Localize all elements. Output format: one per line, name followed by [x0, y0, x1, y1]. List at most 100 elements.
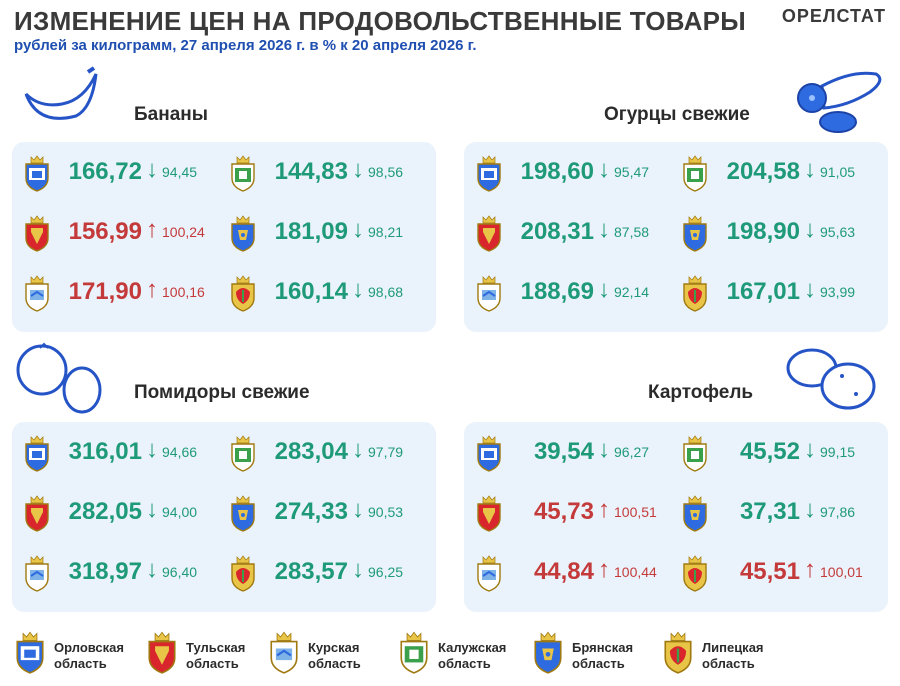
kursk-coat-of-arms-icon [266, 630, 302, 674]
percent-change: 97,79 [368, 444, 404, 460]
lipetsk-coat-of-arms-icon [680, 274, 710, 312]
price-value: 204,58 [726, 158, 800, 185]
price-cell-bryansk: 274,33 ↓ 90,53 [228, 492, 434, 534]
price-value: 167,01 [726, 278, 800, 305]
kaluga-coat-of-arms-icon [680, 154, 710, 192]
bryansk-coat-of-arms-icon [228, 214, 258, 252]
percent-change: 100,51 [614, 504, 657, 520]
percent-change: 96,40 [162, 564, 198, 580]
price-value: 188,69 [520, 278, 594, 305]
price-value: 160,14 [274, 278, 348, 305]
bryansk-coat-of-arms-icon [680, 214, 710, 252]
kaluga-coat-of-arms-icon [228, 154, 258, 192]
percent-change: 93,99 [820, 284, 856, 300]
price-value: 156,99 [68, 218, 142, 245]
price-value: 282,05 [68, 498, 142, 525]
price-cell-lipetsk: 167,01 ↓ 93,99 [680, 272, 886, 314]
percent-change: 100,24 [162, 224, 205, 240]
arrow-up-icon: ↑ [598, 496, 610, 523]
price-cell-kaluga: 144,83 ↓ 98,56 [228, 152, 434, 194]
percent-change: 87,58 [614, 224, 650, 240]
price-cell-tula: 45,73 ↑ 100,51 [474, 492, 680, 534]
orel-coat-of-arms-icon [22, 434, 52, 472]
arrow-down-icon: ↓ [352, 436, 364, 463]
legend-label: Тульская область [186, 640, 246, 671]
price-cell-bryansk: 37,31 ↓ 97,86 [680, 492, 886, 534]
price-cell-kursk: 171,90 ↑ 100,16 [22, 272, 228, 314]
percent-change: 96,25 [368, 564, 404, 580]
percent-change: 95,63 [820, 224, 856, 240]
price-value: 45,51 [739, 558, 800, 585]
lipetsk-coat-of-arms-icon [680, 554, 710, 592]
arrow-up-icon: ↑ [146, 216, 158, 243]
percent-change: 96,27 [614, 444, 650, 460]
legend: Орловская область Тульская область Курская… [0, 614, 900, 686]
price-cell-orel: 316,01 ↓ 94,66 [22, 432, 228, 474]
price-value: 37,31 [739, 498, 800, 525]
product-title-tomatoes: Помидоры свежие [134, 382, 310, 403]
percent-change: 100,01 [820, 564, 863, 580]
arrow-down-icon: ↓ [804, 216, 816, 243]
lipetsk-coat-of-arms-icon [228, 274, 258, 312]
price-cell-bryansk: 198,90 ↓ 95,63 [680, 212, 886, 254]
bryansk-coat-of-arms-icon [530, 630, 566, 674]
legend-label: Брянская область [572, 640, 634, 671]
price-value: 166,72 [68, 158, 142, 185]
arrow-down-icon: ↓ [804, 436, 816, 463]
legend-label: Орловская область [54, 640, 124, 671]
banana-icon [24, 66, 98, 120]
price-cell-kaluga: 204,58 ↓ 91,05 [680, 152, 886, 194]
price-cell-orel: 198,60 ↓ 95,47 [474, 152, 680, 194]
percent-change: 90,53 [368, 504, 404, 520]
arrow-down-icon: ↓ [598, 276, 610, 303]
kaluga-coat-of-arms-icon [396, 630, 432, 674]
legend-item-kursk: Курская область [266, 626, 396, 676]
percent-change: 100,16 [162, 284, 205, 300]
arrow-down-icon: ↓ [804, 276, 816, 303]
arrow-down-icon: ↓ [146, 496, 158, 523]
arrow-down-icon: ↓ [598, 436, 610, 463]
tula-coat-of-arms-icon [474, 494, 504, 532]
price-cell-kaluga: 45,52 ↓ 99,15 [680, 432, 886, 474]
price-value: 283,57 [274, 558, 348, 585]
arrow-down-icon: ↓ [598, 156, 610, 183]
percent-change: 94,66 [162, 444, 198, 460]
tula-coat-of-arms-icon [22, 214, 52, 252]
percent-change: 95,47 [614, 164, 650, 180]
kaluga-coat-of-arms-icon [680, 434, 710, 472]
kursk-coat-of-arms-icon [22, 274, 52, 312]
product-title-potatoes: Картофель [648, 382, 754, 403]
price-value: 171,90 [68, 278, 142, 305]
kursk-coat-of-arms-icon [474, 554, 504, 592]
tula-coat-of-arms-icon [474, 214, 504, 252]
panel-bananas: 166,72 ↓ 94,45 144,83 ↓ 98,56 156,99 ↑ 100,24 181… [12, 142, 436, 332]
price-value: 316,01 [68, 438, 142, 465]
percent-change: 92,14 [614, 284, 650, 300]
orel-coat-of-arms-icon [12, 630, 48, 674]
percent-change: 94,00 [162, 504, 198, 520]
legend-item-lipetsk: Липецкая область [660, 626, 790, 676]
price-value: 283,04 [274, 438, 348, 465]
legend-item-kaluga: Калужская область [396, 626, 526, 676]
price-value: 44,84 [533, 558, 594, 585]
price-value: 39,54 [533, 438, 594, 465]
price-cell-tula: 282,05 ↓ 94,00 [22, 492, 228, 534]
price-cell-kaluga: 283,04 ↓ 97,79 [228, 432, 434, 474]
page-title: ИЗМЕНЕНИЕ ЦЕН НА ПРОДОВОЛЬСТВЕННЫЕ ТОВАР… [14, 6, 747, 36]
price-cell-kursk: 318,97 ↓ 96,40 [22, 552, 228, 594]
tomato-icon [16, 342, 102, 414]
kaluga-coat-of-arms-icon [228, 434, 258, 472]
percent-change: 97,86 [820, 504, 856, 520]
arrow-down-icon: ↓ [146, 556, 158, 583]
product-title-bananas: Бананы [134, 104, 208, 125]
price-cell-orel: 39,54 ↓ 96,27 [474, 432, 680, 474]
bryansk-coat-of-arms-icon [680, 494, 710, 532]
legend-item-bryansk: Брянская область [530, 626, 660, 676]
percent-change: 98,56 [368, 164, 404, 180]
percent-change: 99,15 [820, 444, 856, 460]
arrow-down-icon: ↓ [804, 156, 816, 183]
product-title-cucumbers: Огурцы свежие [604, 104, 750, 125]
price-value: 45,73 [533, 498, 594, 525]
brand-logo: ОРЕЛСТАТ [781, 6, 886, 26]
legend-item-tula: Тульская область [144, 626, 274, 676]
